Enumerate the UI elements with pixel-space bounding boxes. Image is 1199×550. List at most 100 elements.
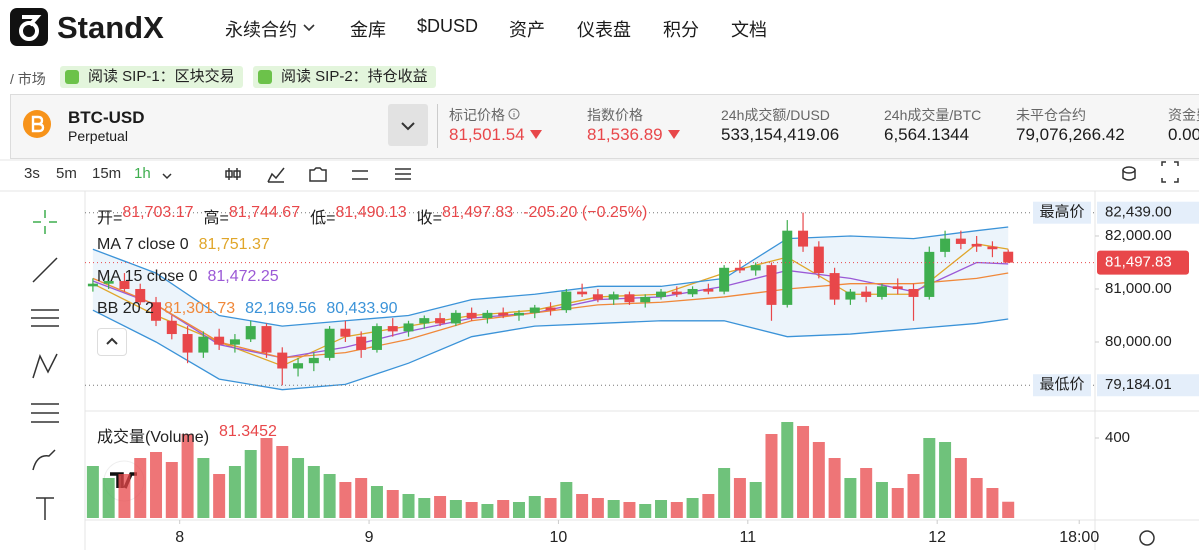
candle-body: [87, 283, 98, 287]
volume-bar: [560, 482, 573, 518]
volume-bar: [797, 426, 810, 518]
volume-bar: [292, 458, 305, 518]
candle-body: [166, 320, 177, 335]
crosshair-tool[interactable]: [33, 210, 57, 234]
volume-bar: [875, 482, 888, 518]
volume-bar: [591, 498, 604, 518]
stat-label: 标记价格: [449, 107, 505, 123]
indicator-readout: 82,169.56: [245, 300, 317, 317]
indicator-tool[interactable]: [267, 167, 285, 183]
settings-gear[interactable]: [1139, 530, 1155, 546]
nav-item[interactable]: 积分: [663, 20, 699, 40]
sip-link[interactable]: 阅读 SIP-2：持仓收益: [253, 66, 436, 88]
volume-bar: [228, 466, 241, 518]
high-marker-label: 最高价: [1039, 204, 1084, 221]
volume-title: 成交量(Volume): [97, 429, 210, 446]
nav-item[interactable]: 金库: [350, 20, 386, 40]
candle-body: [513, 312, 524, 316]
volume-bar: [528, 496, 541, 518]
indicator-legend: MA 15 close 0 81,472.25: [97, 268, 289, 286]
fullscreen-tool[interactable]: [1161, 161, 1179, 183]
volume-bar: [386, 490, 399, 518]
fib-tool[interactable]: [31, 309, 59, 327]
volume-bar: [781, 422, 794, 518]
trendline-tool[interactable]: [32, 257, 58, 283]
collapse-icon: [106, 337, 118, 345]
candle-body: [387, 326, 398, 332]
text-tool[interactable]: [36, 497, 54, 520]
candle-body: [119, 281, 130, 289]
nav-item[interactable]: $DUSD: [417, 16, 479, 36]
db-tool[interactable]: [1122, 166, 1136, 174]
volume-bar: [355, 478, 368, 518]
candle-tool[interactable]: [225, 168, 241, 180]
candle-body: [813, 246, 824, 274]
interval[interactable]: 1h: [134, 165, 151, 182]
divider: [437, 104, 438, 148]
interval[interactable]: 15m: [92, 165, 122, 182]
x-tick-label: 12: [928, 529, 946, 546]
volume-bar: [481, 504, 494, 518]
candle-body: [924, 251, 935, 297]
volume-bar: [639, 504, 652, 518]
volume-readout: 81.3452: [219, 423, 277, 440]
volume-bar: [828, 458, 841, 518]
candle-body: [308, 357, 319, 364]
candle-body: [498, 312, 509, 316]
candle-body: [435, 318, 446, 324]
brand[interactable]: StandX: [57, 10, 164, 45]
settings-tool[interactable]: [352, 170, 368, 180]
sip-icon: [258, 70, 272, 84]
interval[interactable]: 3s: [24, 165, 40, 182]
volume-bar: [670, 502, 683, 518]
x-tick-label: 18:00: [1059, 529, 1099, 546]
volume-bar: [512, 502, 525, 518]
volume-bar: [970, 478, 983, 518]
stat-value: 81,501.54: [449, 125, 525, 144]
breadcrumb[interactable]: / 市场: [10, 71, 46, 87]
pattern-tool[interactable]: [32, 353, 58, 379]
last-price-box: [1097, 250, 1189, 275]
candle-body: [293, 363, 304, 369]
interval[interactable]: 5m: [56, 165, 77, 182]
interval-chevron[interactable]: [162, 173, 172, 180]
candle-body: [529, 307, 540, 313]
y-tick-label: 82,000.00: [1105, 227, 1172, 244]
sip-link[interactable]: 阅读 SIP-1：区块交易: [60, 66, 243, 88]
nav-chevron: [303, 24, 315, 32]
y-tick-label: 81,000.00: [1105, 280, 1172, 297]
nav-item[interactable]: 文档: [731, 20, 767, 40]
nav-item[interactable]: 资产: [509, 20, 545, 40]
candle-body: [766, 265, 777, 305]
ticker-panel: [10, 94, 1199, 159]
indicator-line: [92, 309, 1009, 391]
stat-value: 81,536.89: [587, 125, 663, 144]
camera-tool[interactable]: [309, 167, 327, 182]
ohlc-value: 81,497.83: [442, 204, 514, 221]
volume-bar: [607, 500, 620, 518]
nav-item[interactable]: 永续合约: [225, 20, 297, 40]
low-marker-value: 79,184.01: [1105, 376, 1172, 393]
symbol-dropdown[interactable]: [388, 104, 428, 146]
collapse-legend[interactable]: [97, 328, 127, 356]
volume-bar: [434, 496, 447, 518]
brush-tool[interactable]: [32, 449, 56, 471]
info-icon[interactable]: [508, 108, 520, 120]
projection-tool[interactable]: [31, 403, 59, 423]
volume-bar: [765, 434, 778, 518]
last-price-label: 81,497.83: [1105, 254, 1172, 271]
nav-item[interactable]: 仪表盘: [577, 20, 631, 40]
btc-icon: [23, 110, 51, 138]
volume-bar: [339, 482, 352, 518]
stat-label: 24h成交量/BTC: [884, 107, 982, 123]
volume-bar: [986, 488, 999, 518]
stat-label: 未平仓合约: [1016, 107, 1086, 123]
candle-body: [892, 286, 903, 289]
stat-label: 指数价格: [587, 107, 643, 123]
volume-bar: [733, 478, 746, 518]
logo-icon[interactable]: [10, 8, 48, 46]
ohlc-change: -205.20 (−0.25%): [523, 204, 648, 221]
list-tool[interactable]: [395, 168, 411, 180]
